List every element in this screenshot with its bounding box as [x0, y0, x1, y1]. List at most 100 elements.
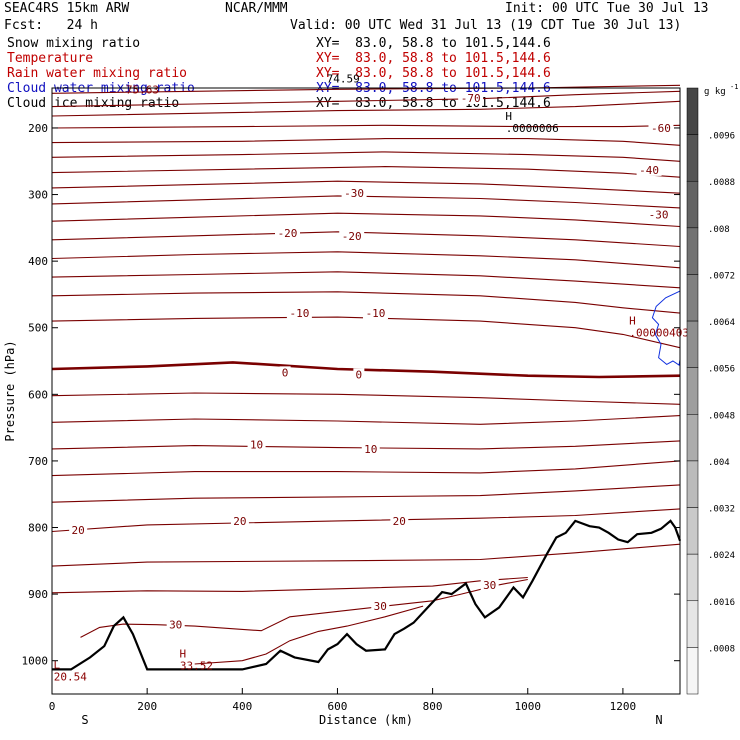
isotherm-label: 10 — [364, 443, 377, 456]
label-background — [353, 368, 365, 381]
y-tick-label: 900 — [28, 588, 48, 601]
init-time: Init: 00 UTC Tue 30 Jul 13 — [505, 1, 709, 16]
isotherm-label: 20 — [233, 515, 246, 528]
isotherm-label: -30 — [649, 209, 669, 222]
colorbar-tick-label: .0072 — [708, 271, 735, 281]
isotherm-label: 10 — [250, 438, 263, 451]
legend-field-xy: XY= 83.0, 58.8 to 101.5,144.6 — [316, 51, 551, 66]
colorbar-tick-label: .0096 — [708, 132, 735, 142]
model-title: SEAC4RS 15km ARW — [4, 1, 130, 16]
isotherm-label: -60 — [651, 122, 671, 135]
isotherm-line — [51, 392, 681, 405]
label-background — [230, 514, 249, 527]
colorbar-tick-label: .004 — [708, 458, 730, 468]
label-background — [646, 208, 672, 221]
label-background — [390, 514, 409, 527]
colorbar-cell — [686, 507, 699, 555]
isotherm-line — [51, 151, 681, 162]
legend-field-name: Temperature — [7, 51, 94, 66]
label-background — [363, 307, 389, 320]
y-tick-label: 400 — [28, 255, 48, 268]
extremum-letter: H — [629, 314, 636, 327]
isotherm-label: 20 — [393, 515, 406, 528]
y-tick-label: 600 — [28, 388, 48, 401]
label-background — [361, 442, 380, 455]
isotherm-line — [51, 195, 681, 209]
isotherm-label: 30 — [169, 619, 182, 632]
isotherm-label: -70 — [461, 92, 481, 105]
isotherm-line — [51, 271, 681, 289]
label-background — [341, 187, 367, 200]
colorbar-cell — [686, 553, 699, 602]
isotherm-line — [51, 84, 681, 94]
colorbar-cell — [686, 367, 699, 415]
x-tick-label: 1000 — [515, 700, 542, 713]
valid-time: Valid: 00 UTC Wed 31 Jul 13 (19 CDT Tue … — [290, 18, 682, 33]
extremum-letter: H — [505, 110, 512, 123]
colorbar-tick-label: .0064 — [708, 318, 735, 328]
isotherm-line — [51, 180, 681, 194]
colorbar-tick-label: .0032 — [708, 505, 735, 515]
colorbar-tick-label: .008 — [708, 225, 730, 235]
colorbar-cell — [686, 460, 699, 508]
x-tick-label: 600 — [328, 700, 348, 713]
colorbar-cell — [686, 647, 699, 695]
y-tick-label: 700 — [28, 455, 48, 468]
colorbar-unit-exponent: -1 — [730, 83, 738, 91]
extremum-letter: H — [180, 647, 187, 660]
extremum-value: 33.52 — [180, 659, 213, 672]
isotherm-line — [51, 138, 681, 146]
label-background — [166, 618, 185, 631]
label-background — [636, 163, 662, 176]
legend-field-name: Rain water mixing ratio — [7, 66, 188, 81]
colorbar-tick-label: .0048 — [708, 411, 735, 421]
label-background — [458, 91, 484, 104]
x-tick-label: 0 — [49, 700, 56, 713]
isotherm-line — [51, 251, 681, 269]
label-background — [648, 121, 674, 134]
isotherm-line — [51, 576, 528, 594]
plot-frame — [51, 87, 681, 695]
contour-value-label: 75.63 — [126, 83, 159, 96]
isotherm-line — [51, 166, 681, 178]
colorbar-cell — [686, 87, 699, 135]
cloud-water-contour — [651, 290, 681, 366]
x-tick-label: 400 — [232, 700, 252, 713]
label-background — [69, 524, 88, 537]
isotherm-line — [51, 291, 681, 314]
colorbar-tick-label: .0016 — [708, 598, 735, 608]
colorbar-cell — [686, 274, 699, 322]
isotherm-label: 30 — [483, 579, 496, 592]
forecast-hour: Fcst: 24 h — [4, 18, 98, 33]
extremum-letter: L — [53, 659, 60, 672]
extremum-value: .0000006 — [506, 122, 559, 135]
isotherm-line — [51, 440, 681, 450]
y-tick-label: 1000 — [22, 655, 49, 668]
label-background — [286, 307, 312, 320]
y-tick-label: 300 — [28, 189, 48, 202]
x-tick-label: 200 — [137, 700, 157, 713]
legend-field-xy: XY= 83.0, 58.8 to 101.5,144.6 — [316, 66, 551, 81]
isotherm-label: -20 — [342, 230, 362, 243]
isotherm-line — [51, 508, 681, 533]
isotherm-line — [51, 415, 681, 425]
isotherm-label: 30 — [374, 600, 387, 613]
isotherm-label: -30 — [344, 187, 364, 200]
colorbar-cell — [686, 320, 699, 368]
x-end-label-left: S — [81, 713, 88, 727]
label-background — [480, 578, 499, 591]
label-background — [371, 600, 390, 613]
legend-field-name: Snow mixing ratio — [7, 36, 141, 51]
y-tick-label: 200 — [28, 122, 48, 135]
isotherm-label: 0 — [282, 366, 289, 379]
colorbar-tick-label: .0008 — [708, 644, 735, 654]
isotherm-line — [51, 460, 681, 477]
label-background — [247, 438, 266, 451]
colorbar-tick-label: .0056 — [708, 365, 735, 375]
isotherm-label: 20 — [72, 524, 85, 537]
isotherm-label: 0 — [356, 368, 363, 381]
isotherm-line — [80, 578, 528, 638]
isotherm-line — [51, 484, 681, 503]
isotherm-line — [51, 316, 681, 349]
